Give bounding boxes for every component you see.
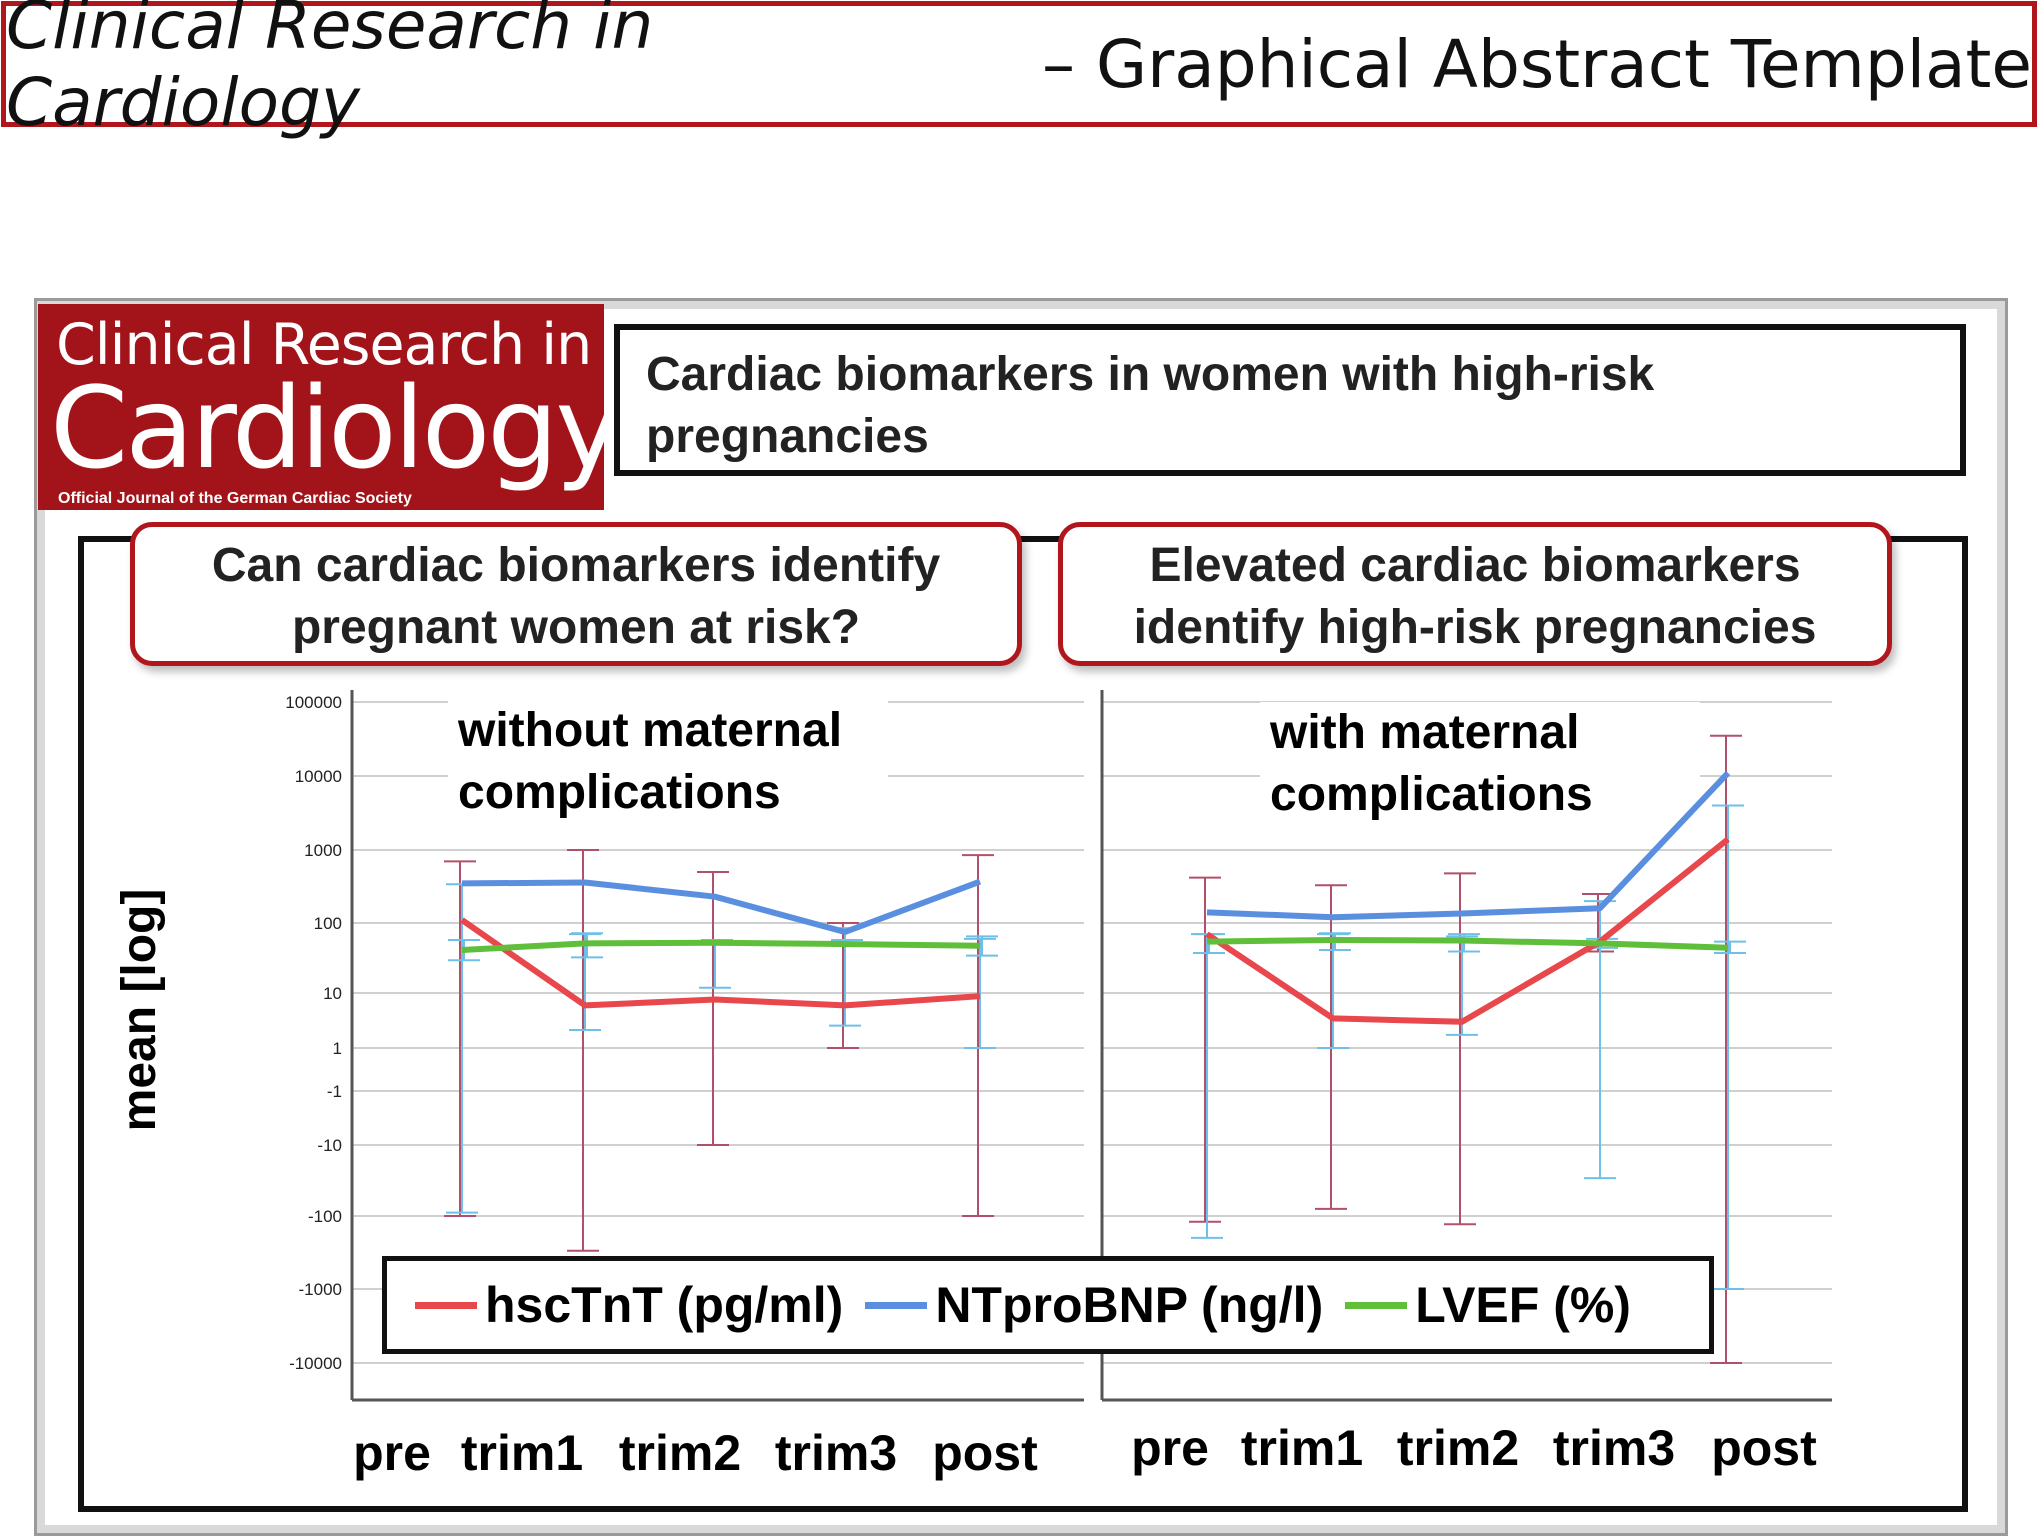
y-tick-label: 100 <box>314 914 342 933</box>
legend-label-ntprobnp: NTproBNP (ng/l) <box>935 1277 1324 1333</box>
x-tick-label: trim2 <box>1397 1420 1519 1476</box>
legend-swatch-ntprobnp <box>865 1301 928 1309</box>
callout-finding-line-2: identify high-risk pregnancies <box>1133 601 1817 654</box>
y-tick-label: -10 <box>317 1136 342 1155</box>
panel-title-line-1: with maternal <box>1269 706 1579 759</box>
y-tick-label: 10000 <box>295 767 342 786</box>
panel-title-line-2: complications <box>458 766 781 819</box>
abstract-title-line-1: Cardiac biomarkers in women with high-ri… <box>646 348 1655 401</box>
panel-title-line-2: complications <box>1270 768 1593 821</box>
journal-logo: Clinical Research in Cardiology Official… <box>38 304 622 510</box>
logo-line-2: Cardiology <box>50 364 622 494</box>
banner-journal-name: Clinical Research in Cardiology <box>6 0 654 141</box>
legend-swatch-hsctnt <box>415 1301 477 1309</box>
series-line-lvef <box>461 939 981 953</box>
callout-question-line-2: pregnant women at risk? <box>291 601 861 654</box>
logo-line-1: Clinical Research in <box>56 312 592 378</box>
legend-item-ntprobnp: NTproBNP (ng/l) <box>865 1276 1323 1334</box>
legend-item-lvef: LVEF (%) <box>1345 1276 1631 1334</box>
y-tick-label: -1000 <box>299 1280 342 1299</box>
x-tick-label: trim2 <box>619 1425 741 1481</box>
panel-title-backing <box>448 700 888 822</box>
x-tick-label: post <box>932 1425 1038 1481</box>
x-tick-label: trim3 <box>775 1425 897 1481</box>
y-tick-label: 10 <box>323 984 342 1003</box>
abstract-title-line-2: pregnancies <box>646 410 929 463</box>
x-tick-label: trim1 <box>1241 1420 1363 1476</box>
callout-finding: Elevated cardiac biomarkers identify hig… <box>1058 522 1892 666</box>
y-tick-label: -100 <box>308 1207 342 1226</box>
legend-label-lvef: LVEF (%) <box>1415 1277 1631 1333</box>
x-tick-label: pre <box>353 1425 431 1481</box>
logo-line-3: Official Journal of the German Cardiac S… <box>58 490 412 507</box>
y-axis-label: mean [log] <box>113 888 166 1132</box>
legend-item-hsctnt: hscTnT (pg/ml) <box>415 1276 843 1334</box>
legend-label-hsctnt: hscTnT (pg/ml) <box>485 1277 844 1333</box>
callout-question-line-1: Can cardiac biomarkers identify <box>211 539 941 592</box>
series-line-lvef <box>1206 937 1729 951</box>
series-line-ntprobnp <box>1206 770 1731 921</box>
series-line-hsctnt <box>1205 836 1730 1025</box>
x-tick-label: post <box>1711 1420 1817 1476</box>
x-tick-label: pre <box>1131 1420 1209 1476</box>
legend-swatch-lvef <box>1345 1301 1408 1309</box>
banner-suffix: – Graphical Abstract Template <box>1021 25 2032 103</box>
callout-question: Can cardiac biomarkers identify pregnant… <box>130 522 1022 666</box>
series-line-hsctnt <box>460 917 981 1009</box>
y-tick-label: -1 <box>327 1082 342 1101</box>
callout-finding-line-1: Elevated cardiac biomarkers <box>1149 539 1801 592</box>
y-tick-label: 1000 <box>304 841 342 860</box>
y-tick-label: 1 <box>333 1039 342 1058</box>
panel-title-line-1: without maternal <box>457 704 842 757</box>
panel-title-backing <box>1260 702 1700 824</box>
chart-legend: hscTnT (pg/ml) NTproBNP (ng/l) LVEF (%) <box>382 1256 1714 1354</box>
x-tick-label: trim1 <box>461 1425 583 1481</box>
series-line-ntprobnp <box>461 878 982 935</box>
y-tick-label: -10000 <box>289 1354 342 1373</box>
x-tick-label: trim3 <box>1553 1420 1675 1476</box>
template-banner: Clinical Research in Cardiology – Graphi… <box>1 0 2037 141</box>
abstract-title-box: Cardiac biomarkers in women with high-ri… <box>614 324 1966 476</box>
y-tick-label: 100000 <box>285 693 342 712</box>
